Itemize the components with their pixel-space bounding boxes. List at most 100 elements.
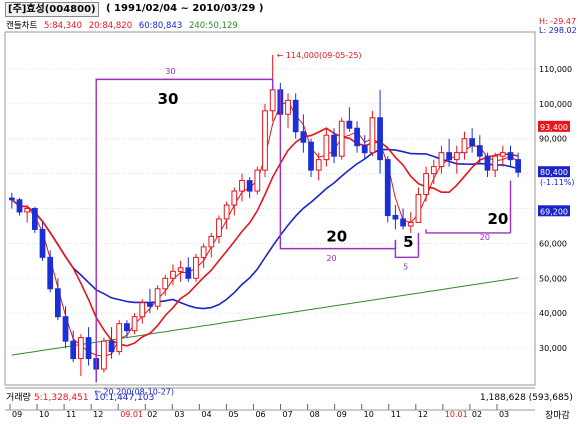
y-tick-label: 30,000 (539, 344, 567, 353)
y-tick-label: 90,000 (539, 135, 567, 144)
candle-body (331, 134, 337, 157)
candle-body (446, 152, 452, 161)
candle-body (124, 323, 130, 332)
x-tick-label: 09 (12, 410, 22, 419)
candle-body (515, 159, 522, 173)
candle-body (47, 256, 54, 290)
candle-body (8, 197, 15, 201)
candle-body (300, 131, 307, 143)
candle-body (285, 99, 291, 115)
candle-body (369, 117, 376, 154)
candle-body (354, 127, 360, 147)
x-tick-label: 02 (472, 410, 482, 419)
wave-sublabel: 20 (326, 254, 336, 263)
candle-body (254, 169, 261, 192)
legend-title: 캔들차트 (6, 21, 38, 31)
legend-ma20: 20:84,820 (88, 21, 133, 31)
candle-body (377, 117, 383, 161)
candle-body (193, 256, 199, 279)
candle-body (216, 218, 222, 237)
candle-body (308, 141, 314, 171)
low-readout: L: 298.02 (539, 26, 577, 35)
y-tick-label: 60,000 (539, 239, 567, 248)
x-tick-label: 03 (174, 410, 184, 419)
candle-body (423, 173, 429, 196)
candle-body (200, 246, 207, 258)
candle-body (101, 340, 107, 370)
price-tag-box (538, 205, 570, 217)
candle-body (415, 194, 422, 223)
x-tick-label: 10 (364, 410, 374, 419)
x-tick-label: 10.01 (445, 410, 468, 419)
wave-sublabel: 5 (403, 263, 408, 272)
stock-name[interactable]: [주]효성(004800) (5, 2, 99, 17)
volume-title: 거래량 (6, 391, 31, 403)
candle-body (131, 316, 138, 332)
low-label: ← 20,200(08-10-27) (94, 387, 174, 396)
candle-body (323, 134, 330, 161)
candle-body (154, 288, 161, 307)
candle-body (208, 235, 215, 248)
x-tick-label: 11 (66, 410, 76, 419)
candle-body (147, 302, 153, 307)
wave-label: 5 (403, 233, 413, 251)
indicator-legend: 캔들차트 5:84,340 20:84,820 60:80,843 240:50… (6, 19, 242, 31)
wave-bracket-30 (95, 78, 274, 383)
candle-body (70, 340, 77, 360)
x-tick-label: 02 (147, 410, 157, 419)
wave-sublabel: 30 (165, 67, 175, 76)
x-tick-label: 09 (337, 410, 347, 419)
wave-label: 30 (158, 90, 179, 108)
y-tick-label: 100,000 (539, 100, 572, 109)
candle-body (246, 180, 253, 192)
candle-body (239, 180, 245, 192)
candle-body (469, 138, 476, 147)
volume-ma10: 10:1,447,103 (94, 393, 154, 403)
candle-body (170, 270, 176, 279)
candle-body (484, 155, 491, 171)
date-range: ( 1991/02/04 ~ 2010/03/29 ) (106, 3, 264, 14)
wave-label: 20 (487, 210, 508, 228)
candle-body (453, 152, 460, 161)
wave-annotations: 30 20 5 20 30 20 5 20 ← 114,000(09-05-25) ← 20,20… (94, 51, 512, 396)
price-tags: 93,400 80,400 69,200 (-1.11%) (538, 120, 575, 217)
y-tick-label: 40,000 (539, 309, 567, 318)
candle-body (269, 89, 276, 112)
footer-label: 장마감 (545, 409, 570, 421)
candle-body (116, 323, 123, 353)
volume-value: 1,188,628 (593,685) (480, 393, 573, 403)
candle-body (461, 138, 468, 154)
x-tick-label: 08 (310, 410, 320, 419)
wave-label: 20 (326, 228, 347, 246)
candle-body (223, 204, 230, 220)
candle-body (78, 337, 84, 360)
candle-body (108, 340, 115, 353)
candle-body (16, 199, 23, 213)
change-percent: (-1.11%) (540, 178, 575, 187)
x-tick-label: 06 (255, 410, 265, 419)
volume-ma5: 5:1,328,451 (34, 393, 89, 403)
candle-body (507, 152, 514, 161)
price-tag-text: 93,400 (540, 123, 568, 132)
wave-bracket (279, 89, 396, 250)
legend-ma60: 60:80,843 (138, 21, 183, 31)
price-tag-text: 80,400 (540, 168, 568, 177)
legend-ma5: 5:84,340 (43, 21, 82, 31)
price-tag-box (538, 120, 570, 132)
candle-body (231, 190, 238, 206)
candle-body (476, 145, 483, 157)
candlestick-series (8, 54, 522, 383)
y-tick-label: 110,000 (539, 65, 572, 74)
x-tick-label: 03 (499, 410, 509, 419)
price-tag-box (538, 166, 570, 178)
high-readout: H: -29.47 (539, 17, 577, 26)
header-bar: [주]효성(004800) ( 1991/02/04 ~ 2010/03/29 … (0, 0, 584, 18)
candle-body (54, 288, 61, 318)
candle-body (407, 221, 414, 227)
candle-body (400, 218, 406, 227)
candle-body (492, 155, 499, 171)
candle-body (139, 302, 146, 318)
candle-body (384, 159, 391, 216)
